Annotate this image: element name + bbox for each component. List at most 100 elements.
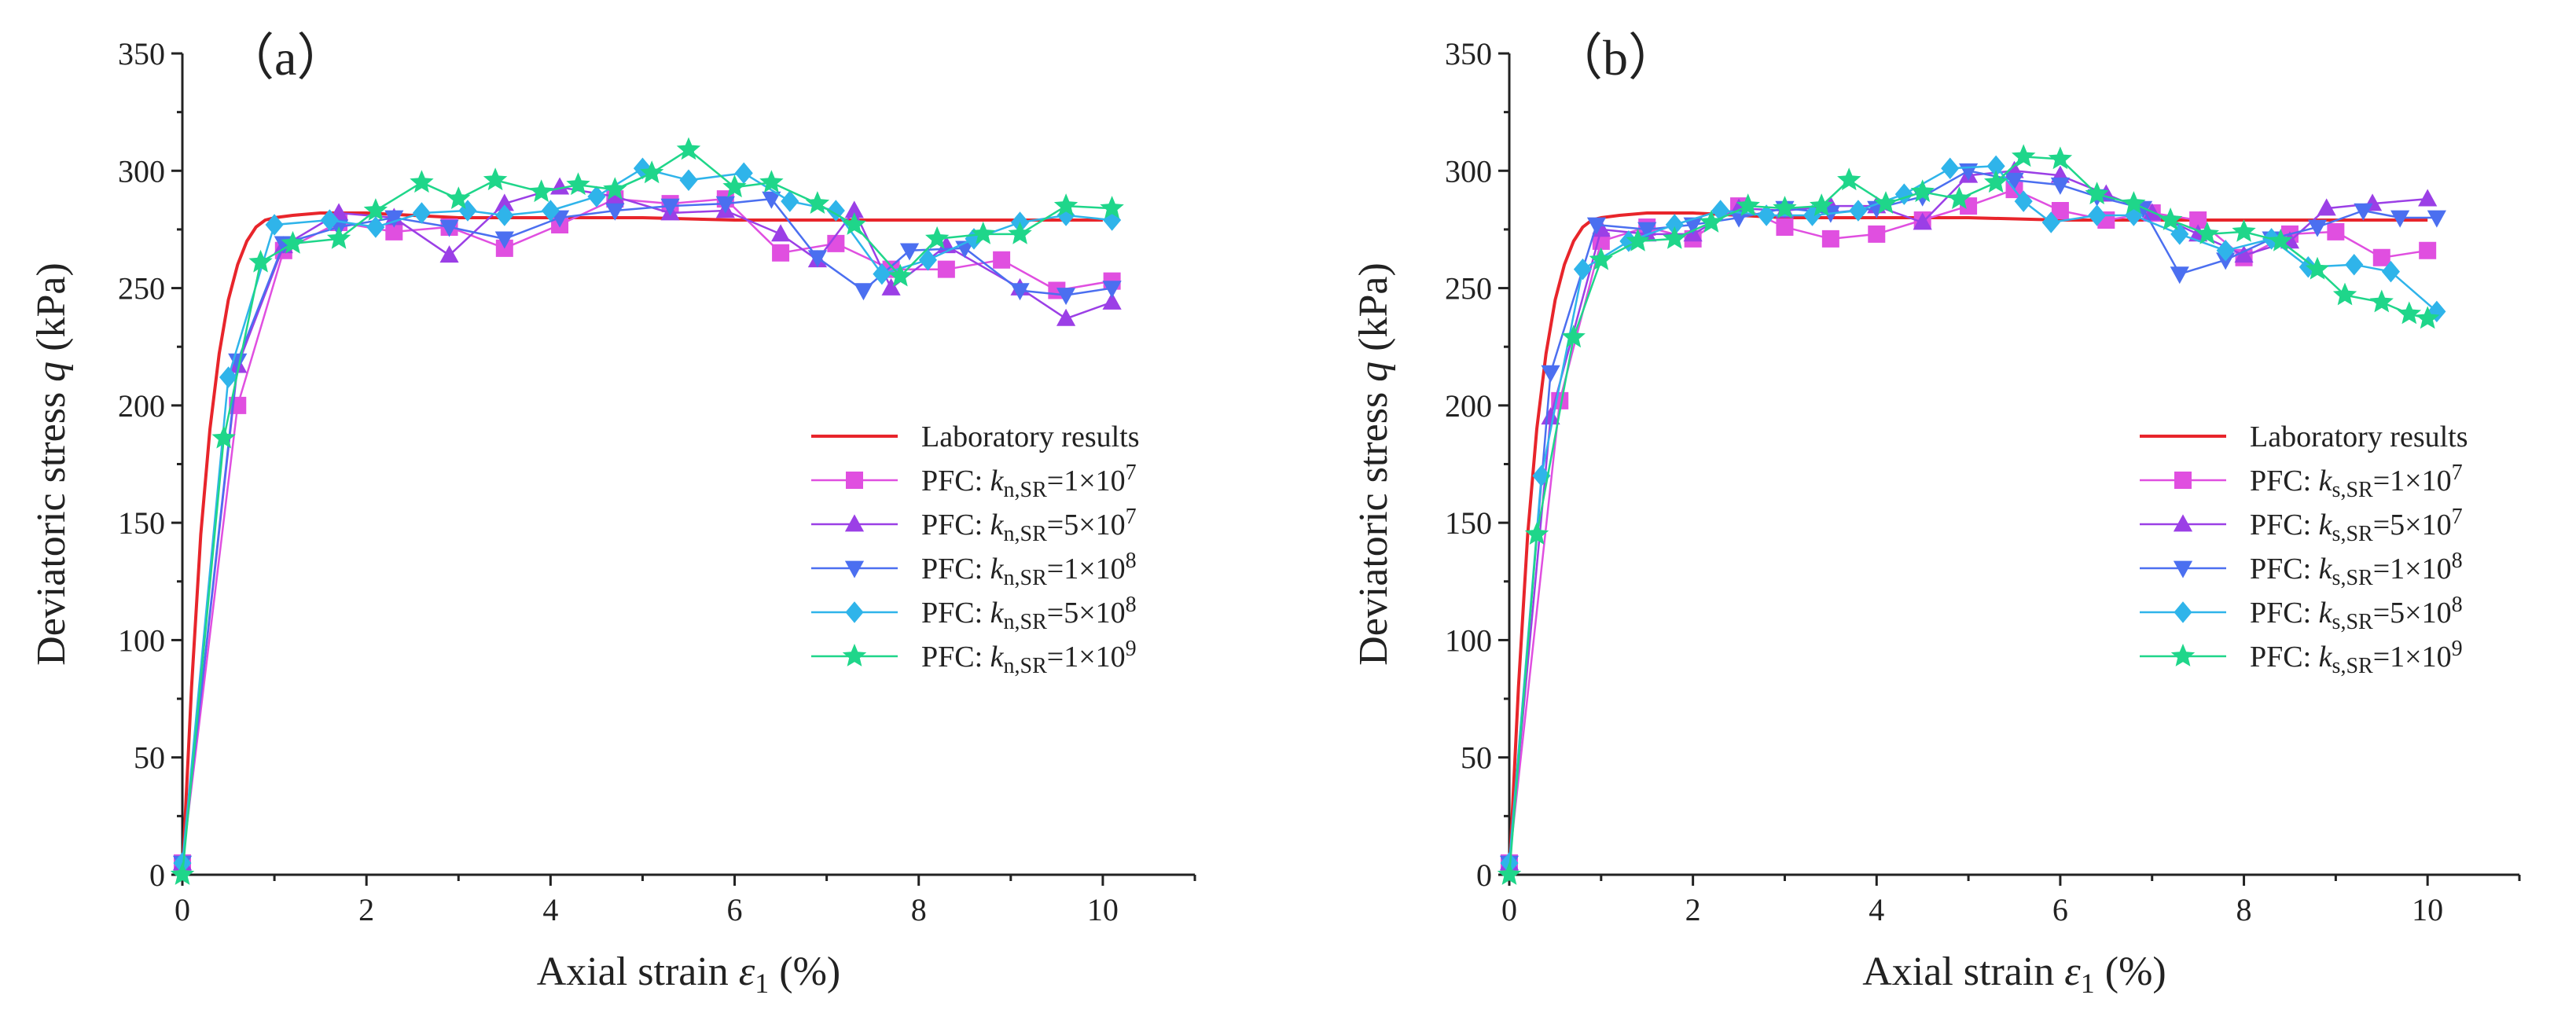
data-point bbox=[219, 366, 238, 388]
data-point bbox=[1849, 200, 1868, 222]
data-point bbox=[363, 198, 388, 221]
data-point bbox=[2122, 191, 2146, 214]
y-tick-label: 350 bbox=[1445, 36, 1492, 72]
legend-label: PFC: kn,SR=1×108 bbox=[921, 549, 1137, 590]
y-tick-label: 0 bbox=[149, 857, 165, 893]
data-point bbox=[881, 277, 901, 296]
data-point bbox=[384, 210, 404, 228]
x-axis-title: Axial strain ε1 (%) bbox=[537, 949, 841, 999]
data-point bbox=[1810, 193, 1834, 216]
data-point bbox=[873, 263, 891, 285]
data-point bbox=[1541, 365, 1560, 383]
data-point bbox=[2048, 146, 2073, 170]
series-3 bbox=[1499, 163, 2446, 873]
data-point bbox=[605, 186, 625, 204]
data-point bbox=[458, 200, 477, 222]
y-tick-label: 150 bbox=[1445, 505, 1492, 541]
data-point bbox=[2041, 211, 2060, 233]
data-point bbox=[679, 169, 698, 191]
data-point bbox=[1589, 247, 1613, 270]
data-point bbox=[1524, 522, 1549, 545]
data-point bbox=[827, 234, 845, 252]
data-point bbox=[2170, 266, 2189, 285]
data-point bbox=[2390, 210, 2410, 228]
panel-label: （a） bbox=[224, 30, 347, 86]
legend-label: PFC: ks,SR=1×109 bbox=[2250, 637, 2463, 678]
legend-label: PFC: ks,SR=1×107 bbox=[2250, 461, 2463, 502]
legend-marker bbox=[844, 560, 865, 578]
x-tick-label: 10 bbox=[1087, 892, 1119, 927]
x-tick-label: 4 bbox=[1869, 892, 1884, 927]
panel-a: 0 50 100 150 200 250 300 350 0 2 4 6 8 10 Axial strain… bbox=[29, 30, 1196, 999]
legend-marker bbox=[2173, 514, 2193, 532]
legend-marker bbox=[846, 472, 863, 489]
legend-marker bbox=[2174, 601, 2192, 623]
legend-label: PFC: kn,SR=5×108 bbox=[921, 593, 1137, 634]
legend-marker bbox=[2173, 560, 2193, 578]
data-point bbox=[1100, 196, 1124, 218]
data-point bbox=[2381, 260, 2401, 283]
data-point bbox=[1699, 210, 1724, 233]
x-tick-label: 0 bbox=[1501, 892, 1517, 927]
data-point bbox=[2170, 223, 2189, 245]
data-point bbox=[1010, 283, 1030, 301]
data-point bbox=[549, 177, 570, 195]
data-point bbox=[1729, 210, 1749, 228]
data-point bbox=[1776, 218, 1794, 236]
data-point bbox=[529, 179, 553, 203]
data-point bbox=[248, 249, 273, 273]
data-point bbox=[2012, 144, 2036, 167]
data-point bbox=[2269, 228, 2293, 251]
data-point bbox=[483, 167, 508, 191]
data-point bbox=[2088, 204, 2107, 226]
panel-label: （b） bbox=[1553, 30, 1678, 86]
data-point bbox=[2427, 210, 2446, 228]
y-tick-label: 0 bbox=[1476, 857, 1492, 893]
data-point bbox=[925, 226, 950, 249]
data-point bbox=[854, 283, 873, 301]
data-point bbox=[1947, 186, 1972, 209]
series-line bbox=[1508, 211, 2428, 876]
x-axis-title: Axial strain ε1 (%) bbox=[1862, 949, 2166, 999]
data-point bbox=[2332, 282, 2357, 306]
x-tick-label: 6 bbox=[2052, 892, 2068, 927]
data-point bbox=[446, 186, 471, 209]
data-point bbox=[439, 219, 459, 237]
data-point bbox=[1573, 258, 1593, 281]
data-point bbox=[1008, 221, 1032, 244]
data-point bbox=[1773, 196, 1797, 218]
data-point bbox=[2216, 240, 2235, 262]
data-point bbox=[993, 251, 1011, 269]
y-axis-title: Deviatoric stress q (kPa) bbox=[1351, 263, 1396, 666]
data-point bbox=[1056, 308, 1076, 326]
data-point bbox=[2305, 256, 2330, 280]
legend-label: PFC: ks,SR=5×108 bbox=[2250, 593, 2463, 634]
data-point bbox=[2327, 222, 2345, 240]
x-tick-label: 8 bbox=[2236, 892, 2252, 927]
y-tick-label: 200 bbox=[1445, 388, 1492, 424]
data-point bbox=[971, 221, 995, 244]
y-tick-label: 300 bbox=[118, 153, 165, 189]
data-point bbox=[1894, 183, 1913, 205]
y-tick-label: 300 bbox=[1445, 153, 1492, 189]
data-point bbox=[781, 190, 799, 212]
y-tick-label: 100 bbox=[1445, 622, 1492, 658]
panel-b: 0 50 100 150 200 250 300 350 0 2 4 6 8 10 Axial strain… bbox=[1351, 30, 2521, 999]
y-tick-label: 100 bbox=[118, 622, 165, 658]
data-point bbox=[1736, 193, 1760, 216]
data-point bbox=[2419, 241, 2437, 259]
data-point bbox=[2005, 172, 2024, 190]
data-point bbox=[2014, 190, 2033, 212]
data-point bbox=[1757, 204, 1776, 226]
data-point bbox=[326, 226, 351, 249]
data-point bbox=[541, 200, 560, 222]
series-5 bbox=[170, 137, 1124, 885]
data-point bbox=[2051, 202, 2069, 220]
data-point bbox=[842, 212, 866, 235]
legend-label: PFC: kn,SR=5×107 bbox=[921, 505, 1137, 546]
data-point bbox=[772, 244, 790, 262]
data-point bbox=[603, 177, 627, 200]
data-point bbox=[805, 191, 830, 214]
data-point bbox=[2418, 189, 2438, 207]
data-point bbox=[494, 231, 514, 249]
